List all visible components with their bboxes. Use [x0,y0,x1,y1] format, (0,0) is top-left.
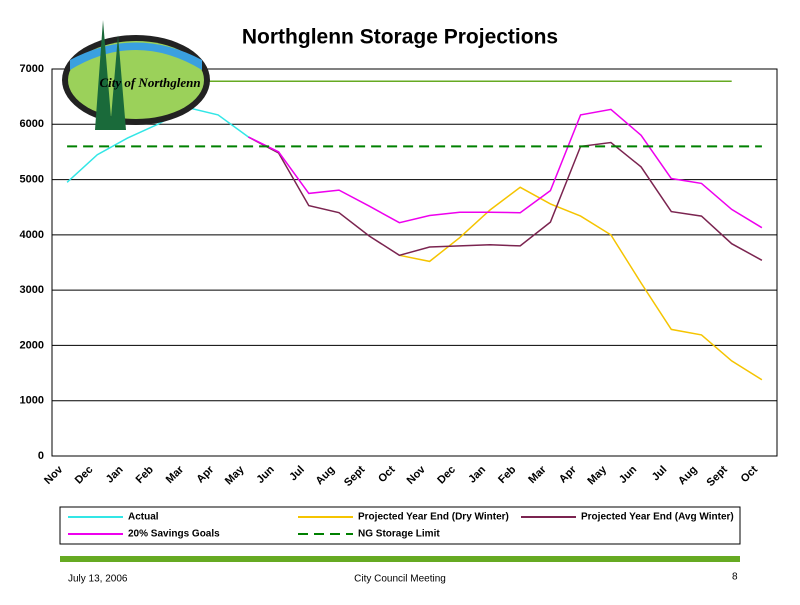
footer-center: City Council Meeting [354,574,446,585]
y-tick-label: 4000 [20,229,44,241]
y-tick-label: 0 [38,450,44,462]
y-tick-label: 2000 [20,339,44,351]
logo-trees [95,20,126,130]
x-tick-label: Nov [405,463,429,487]
x-tick-label: Dec [73,464,96,487]
page-number: 8 [732,572,738,583]
series-line [248,136,763,261]
x-tick-label: May [223,463,247,487]
chart-title: Northglenn Storage Projections [242,26,558,49]
x-tick-label: Apr [557,463,579,485]
series-line [248,108,763,229]
x-tick-label: Aug [314,464,338,488]
x-tick-label: Jun [617,463,640,486]
x-tick-label: Jan [104,464,126,486]
y-tick-label: 5000 [20,173,44,185]
x-tick-label: Aug [676,464,700,488]
legend [59,506,741,545]
x-tick-label: Dec [435,464,458,487]
footer-bar [60,556,740,562]
x-tick-label: Jan [466,464,488,486]
y-tick-label: 6000 [20,118,44,130]
logo-text: City of Northglenn [99,75,200,90]
x-tick-label: May [585,463,609,487]
x-tick-label: Jul [287,464,307,484]
x-tick-label: Feb [134,463,157,486]
y-tick-label: 3000 [20,284,44,296]
x-tick-label: Apr [194,463,216,485]
legend-label: 20% Savings Goals [128,529,220,540]
y-tick-label: 1000 [20,395,44,407]
legend-items: Actual Projected Year End (Dry Winter) Pro… [68,512,734,540]
x-tick-label: Oct [739,463,761,485]
series-line [399,186,763,381]
logo: City of Northglenn [62,20,210,130]
x-tick-label: Feb [496,463,519,486]
x-tick-label: Sept [705,463,731,489]
legend-label: Actual [128,512,159,523]
plot-area [51,68,778,457]
legend-label: Projected Year End (Avg Winter) [581,512,734,523]
x-tick-label: Mar [164,463,187,486]
x-tick-label: Mar [526,463,549,486]
legend-label: Projected Year End (Dry Winter) [358,512,509,523]
series-line [66,106,249,183]
x-tick-label: Sept [342,463,368,489]
legend-label: NG Storage Limit [358,529,440,540]
x-tick-label: Nov [42,463,66,487]
y-tick-label: 7000 [20,63,44,75]
x-tick-label: Jun [254,463,277,486]
x-tick-label: Oct [376,463,398,485]
footer-date: July 13, 2006 [68,574,128,585]
plot [52,68,777,457]
x-tick-label: Jul [650,464,670,484]
